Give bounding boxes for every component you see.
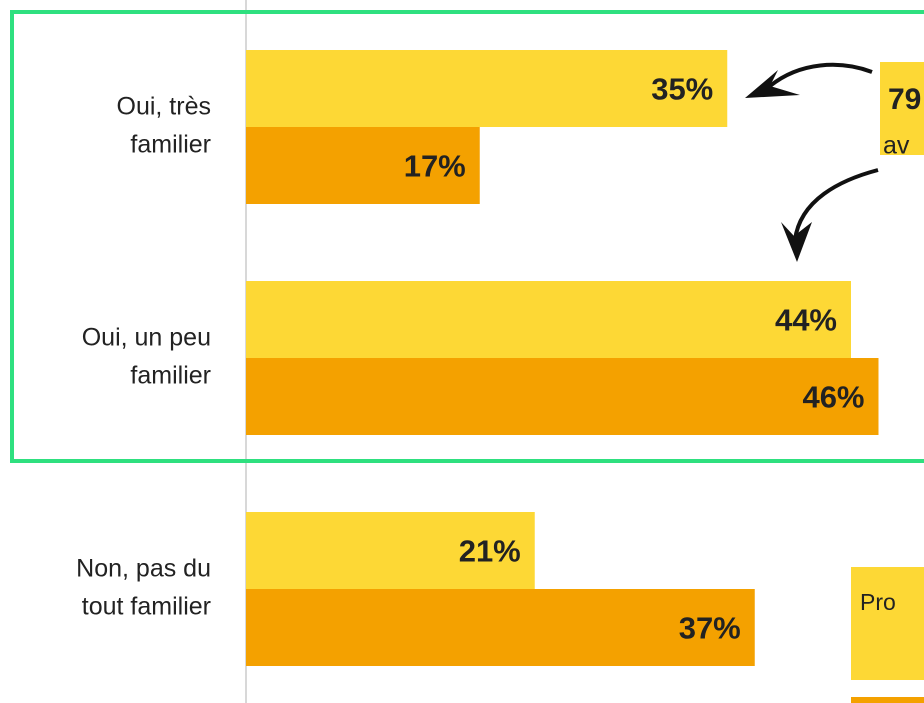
value-label: 46% [802,380,864,415]
annotation-text: 79 [888,83,921,116]
value-label: 44% [775,303,837,338]
annotation-text: av [883,132,910,160]
category-label: familier [130,362,211,390]
arrow [793,168,879,241]
bar [246,50,728,127]
arrow-head [781,222,812,262]
arrow [768,62,873,88]
bar [246,358,879,435]
legend-swatch [851,697,924,703]
legend-swatch [851,567,924,680]
value-label: 37% [679,611,741,646]
value-label: 35% [651,72,713,107]
legend-label: Pro [860,589,896,615]
category-label: Oui, un peu [82,324,211,352]
value-label: 21% [459,534,521,569]
category-label: tout familier [82,593,211,621]
category-label: familier [130,131,211,159]
highlight-box [10,10,924,463]
arrow-head [745,70,800,98]
bar [246,589,755,666]
bars: Oui, très familier 35% 17% Oui, un peu famili… [76,50,879,666]
value-label: 17% [404,149,466,184]
bar [246,127,480,204]
annotation-box [880,62,924,155]
category-label: Non, pas du [76,555,211,583]
category-label: Oui, très [117,93,211,121]
bar [246,512,535,589]
bar [246,281,851,358]
